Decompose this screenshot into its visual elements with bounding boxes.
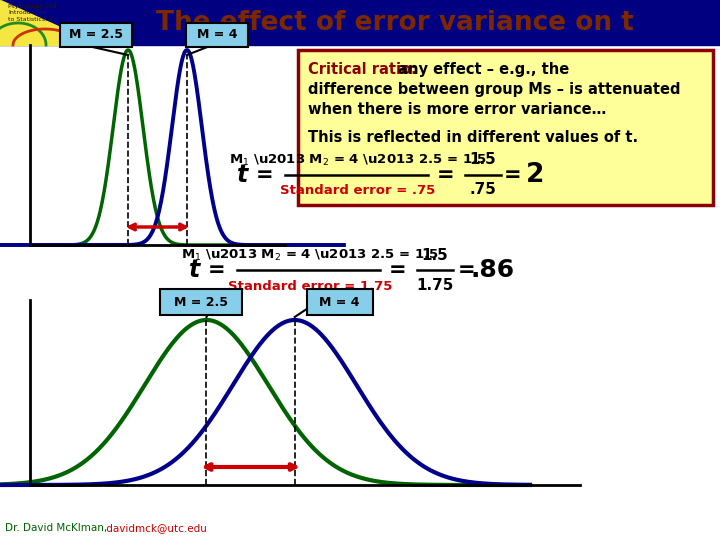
Text: =: = [504,165,522,185]
Text: M = 4: M = 4 [197,29,237,42]
Text: M$_1$ \u2013 M$_2$ = 4 \u2013 2.5 = 1.5: M$_1$ \u2013 M$_2$ = 4 \u2013 2.5 = 1.5 [181,247,439,262]
Text: t: t [189,258,201,282]
Text: Standard error = 1.75: Standard error = 1.75 [228,280,392,293]
FancyBboxPatch shape [186,23,248,47]
Text: The effect of error variance on t: The effect of error variance on t [156,10,634,36]
Text: .86: .86 [471,258,515,282]
Text: =: = [256,165,274,185]
Text: =: = [437,165,455,185]
Text: =: = [458,260,476,280]
Text: Dr. David McKlman,: Dr. David McKlman, [5,523,107,533]
Polygon shape [0,0,100,45]
FancyBboxPatch shape [60,23,132,47]
Text: 1.5: 1.5 [469,152,496,167]
Text: 69: 69 [691,13,720,33]
Text: Psychology 242
Introduction
to Statistics, 2: Psychology 242 Introduction to Statistic… [8,4,58,22]
Text: =: = [390,260,407,280]
Text: any effect – e.g., the: any effect – e.g., the [393,62,570,77]
Text: This is reflected in different values of t.: This is reflected in different values of… [308,130,638,145]
Text: M = 2.5: M = 2.5 [174,295,228,308]
Text: 1.75: 1.75 [416,278,454,293]
Text: Critical ratio:: Critical ratio: [308,62,417,77]
Text: Standard error = .75: Standard error = .75 [280,185,436,198]
Text: .75: .75 [469,183,496,198]
Bar [0,0,720,45]
FancyBboxPatch shape [307,289,373,315]
Text: 2: 2 [526,162,544,188]
Text: M = 2.5: M = 2.5 [69,29,123,42]
Text: M$_1$ \u2013 M$_2$ = 4 \u2013 2.5 = 1.5: M$_1$ \u2013 M$_2$ = 4 \u2013 2.5 = 1.5 [229,152,487,167]
Text: 1.5: 1.5 [422,247,449,262]
Text: M = 4: M = 4 [320,295,360,308]
Text: when there is more error variance…: when there is more error variance… [308,102,606,117]
FancyBboxPatch shape [161,289,243,315]
Text: difference between group Ms – is attenuated: difference between group Ms – is attenua… [308,82,680,97]
Text: =: = [208,260,226,280]
Text: davidmck@utc.edu: davidmck@utc.edu [103,523,207,533]
FancyBboxPatch shape [298,50,713,205]
Text: t: t [238,163,248,187]
